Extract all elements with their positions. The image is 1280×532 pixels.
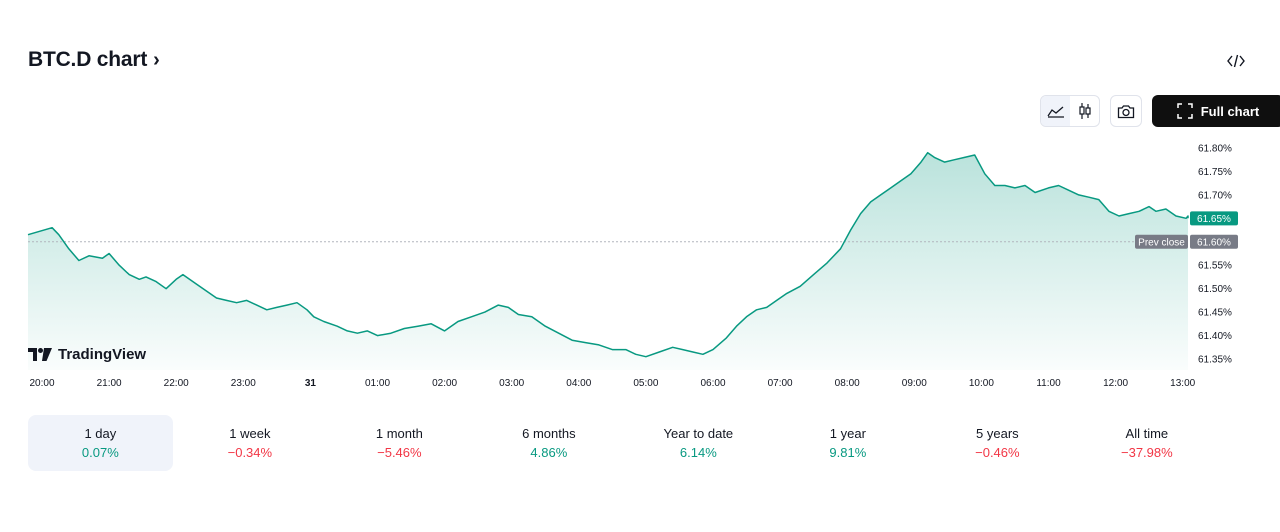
period-change: −0.34% <box>227 445 273 460</box>
period-label: 1 day <box>84 426 117 441</box>
screenshot-button[interactable] <box>1110 95 1142 127</box>
period-change: −5.46% <box>377 445 422 460</box>
period-change: −37.98% <box>1121 445 1173 460</box>
period-label: 1 month <box>375 426 423 441</box>
period-selector: 1 day 0.07% 1 week −0.34% 1 month −5.46% 6 mon… <box>28 415 1224 471</box>
period-label: 1 year <box>829 426 866 441</box>
period-tab[interactable]: 6 months 4.86% <box>477 415 622 471</box>
price-line <box>27 151 1189 358</box>
code-icon <box>1227 54 1245 68</box>
x-tick-label: 01:00 <box>365 378 390 389</box>
period-tab[interactable]: All time −37.98% <box>1075 415 1220 471</box>
period-tab[interactable]: 5 years −0.46% <box>925 415 1070 471</box>
period-tab[interactable]: 1 month −5.46% <box>327 415 472 471</box>
period-label: All time <box>1125 426 1169 441</box>
y-tick-label: 61.40% <box>1198 331 1232 342</box>
x-tick-label: 20:00 <box>29 378 54 389</box>
chart-toolbar: Full chart <box>1040 95 1280 127</box>
x-tick-label: 13:00 <box>1170 378 1195 389</box>
prev-close-label-badge-bg <box>1135 234 1188 249</box>
period-change: −0.46% <box>975 445 1020 460</box>
x-tick-label: 23:00 <box>231 378 256 389</box>
period-label: 1 week <box>229 426 271 441</box>
last-price-badge-bg <box>1190 211 1238 226</box>
tradingview-logo-icon <box>28 348 52 361</box>
prev-close-value-badge-bg <box>1190 234 1238 249</box>
fullscreen-icon <box>1176 103 1193 119</box>
camera-icon <box>1117 104 1135 118</box>
chart-style-toggle <box>1040 95 1100 127</box>
embed-code-button[interactable] <box>1224 50 1248 72</box>
y-tick-label: 61.80% <box>1198 144 1232 155</box>
period-tab[interactable]: 1 year 9.81% <box>776 415 921 471</box>
x-tick-label: 11:00 <box>1036 378 1061 389</box>
period-tab[interactable]: 1 week −0.34% <box>178 415 323 471</box>
last-price-badge: 61.65% <box>1197 214 1231 225</box>
period-change: 0.07% <box>81 445 119 460</box>
x-tick-label: 08:00 <box>835 378 860 389</box>
y-tick-label: 61.70% <box>1198 190 1232 201</box>
period-label: 5 years <box>976 426 1019 441</box>
chart-title[interactable]: BTC.D chart › <box>28 48 160 72</box>
period-tab[interactable]: Year to date 6.14% <box>626 415 771 471</box>
x-tick-label: 22:00 <box>164 378 189 389</box>
price-area-fill <box>28 152 1188 370</box>
period-change: 6.14% <box>679 445 717 460</box>
chart-title-text: BTC.D chart <box>28 48 148 71</box>
x-tick-label: 09:00 <box>902 378 927 389</box>
full-chart-button[interactable]: Full chart <box>1152 95 1280 127</box>
tradingview-logo-text: TradingView <box>58 346 147 363</box>
period-label: 6 months <box>522 426 576 441</box>
x-tick-label: 10:00 <box>969 378 994 389</box>
x-tick-label: 02:00 <box>432 378 457 389</box>
y-tick-label: 61.35% <box>1198 355 1232 366</box>
y-tick-label: 61.50% <box>1198 284 1232 295</box>
chevron-right-icon: › <box>153 48 160 71</box>
x-tick-label: 03:00 <box>499 378 524 389</box>
x-tick-label: 04:00 <box>566 378 591 389</box>
y-tick-label: 61.75% <box>1198 167 1232 178</box>
prev-close-label-badge: Prev close <box>1138 237 1185 248</box>
x-tick-label: 31 <box>305 378 317 389</box>
period-change: 9.81% <box>829 445 867 460</box>
tradingview-logo[interactable]: TradingView <box>28 346 146 363</box>
prev-close-value-badge: 61.60% <box>1197 237 1231 248</box>
y-tick-label: 61.45% <box>1198 308 1232 319</box>
candlestick-icon <box>1078 103 1091 119</box>
period-tab[interactable]: 1 day 0.07% <box>28 415 173 471</box>
x-tick-label: 21:00 <box>97 378 122 389</box>
x-tick-label: 12:00 <box>1103 378 1128 389</box>
area-style-button[interactable] <box>1041 96 1070 126</box>
area-chart-icon <box>1046 106 1064 118</box>
price-chart[interactable]: 61.80% 61.75% 61.70% 61.65% 61.60% 61.55% 61.5… <box>0 130 1280 395</box>
x-tick-label: 07:00 <box>768 378 793 389</box>
full-chart-label: Full chart <box>1200 103 1260 119</box>
x-tick-label: 05:00 <box>633 378 658 389</box>
period-label: Year to date <box>663 426 734 441</box>
x-tick-label: 06:00 <box>700 378 725 389</box>
candle-style-button[interactable] <box>1070 96 1099 126</box>
y-tick-label: 61.55% <box>1198 261 1232 272</box>
period-change: 4.86% <box>530 445 568 460</box>
